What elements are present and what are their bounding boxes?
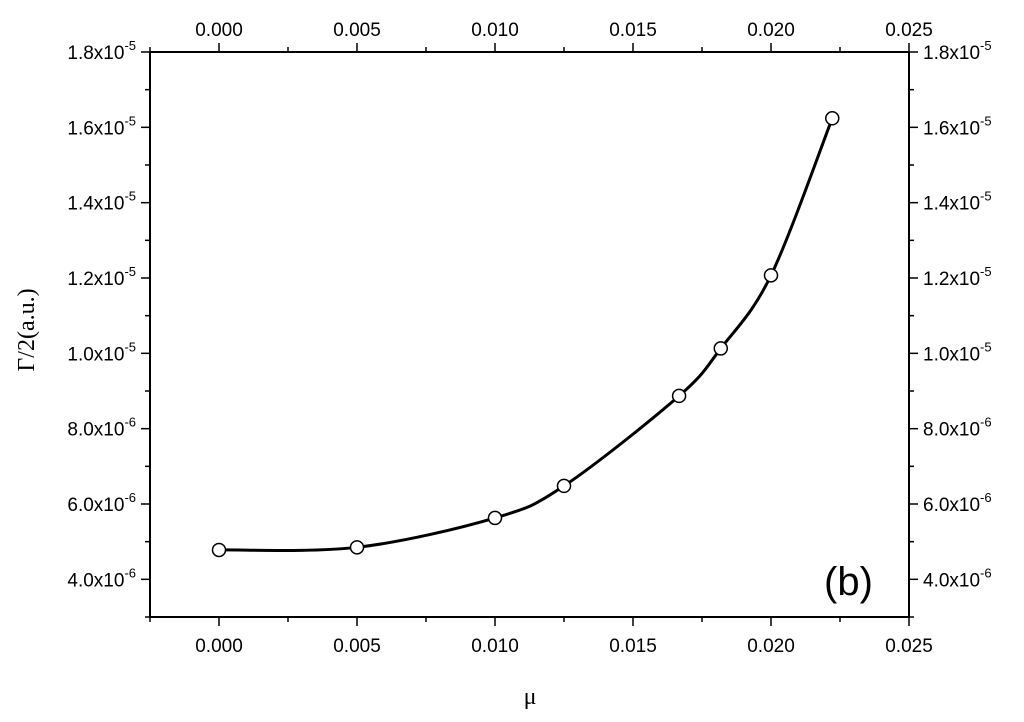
y-tick-label-right: 1.2x10-5 [923, 264, 992, 290]
x-axis-title: μ [524, 684, 537, 710]
y-tick-label: 1.6x10-5 [67, 113, 136, 139]
y-tick-label-right: 4.0x10-6 [923, 565, 992, 591]
x-tick-label-top: 0.025 [885, 20, 933, 41]
x-axis-ticks: 0.000 0.000 0.005 0.005 0.010 0.010 0.015 0.015… [149, 20, 933, 657]
x-tick-label-top: 0.000 [195, 20, 243, 41]
x-tick-label-top: 0.020 [747, 20, 795, 41]
x-tick-label: 0.010 [471, 636, 519, 657]
data-point [349, 540, 365, 555]
y-tick-label-right: 6.0x10-6 [923, 490, 992, 516]
y-tick-label-right: 1.4x10-5 [923, 189, 992, 215]
y-tick-label-right: 1.8x10-5 [923, 38, 992, 64]
y-tick-label: 1.8x10-5 [67, 38, 136, 64]
data-point [556, 478, 572, 494]
series-curve [218, 117, 834, 552]
y-tick-label-right: 1.6x10-5 [923, 113, 992, 139]
data-point [825, 111, 840, 126]
y-axis-ticks: 4.0x10-6 4.0x10-6 6.0x10-6 6.0x10-6 8.0x10-6… [67, 38, 992, 618]
x-tick-label: 0.000 [195, 636, 243, 657]
data-point [211, 542, 227, 558]
y-tick-label: 1.0x10-5 [67, 339, 136, 365]
y-tick-label: 6.0x10-6 [67, 490, 136, 516]
data-point [671, 388, 687, 404]
x-tick-label-top: 0.005 [333, 20, 381, 41]
y-tick-label: 8.0x10-6 [67, 415, 136, 441]
x-tick-label: 0.015 [609, 636, 657, 657]
data-point [487, 510, 503, 526]
panel-label: (b) [824, 560, 873, 604]
data-points [211, 111, 840, 558]
data-point [713, 341, 729, 356]
y-axis-title: Γ/2(a.u.) [14, 288, 40, 371]
y-tick-label: 1.2x10-5 [67, 264, 136, 290]
data-point [763, 268, 779, 283]
x-tick-label: 0.020 [747, 636, 795, 657]
x-tick-label-top: 0.010 [471, 20, 519, 41]
x-tick-label: 0.005 [333, 636, 381, 657]
x-tick-label: 0.025 [885, 636, 933, 657]
y-tick-label-right: 8.0x10-6 [923, 415, 992, 441]
x-tick-label-top: 0.015 [609, 20, 657, 41]
y-tick-label-right: 1.0x10-5 [923, 339, 992, 365]
y-tick-label: 4.0x10-6 [67, 565, 136, 591]
plot-frame [149, 51, 910, 618]
y-tick-label: 1.4x10-5 [67, 189, 136, 215]
